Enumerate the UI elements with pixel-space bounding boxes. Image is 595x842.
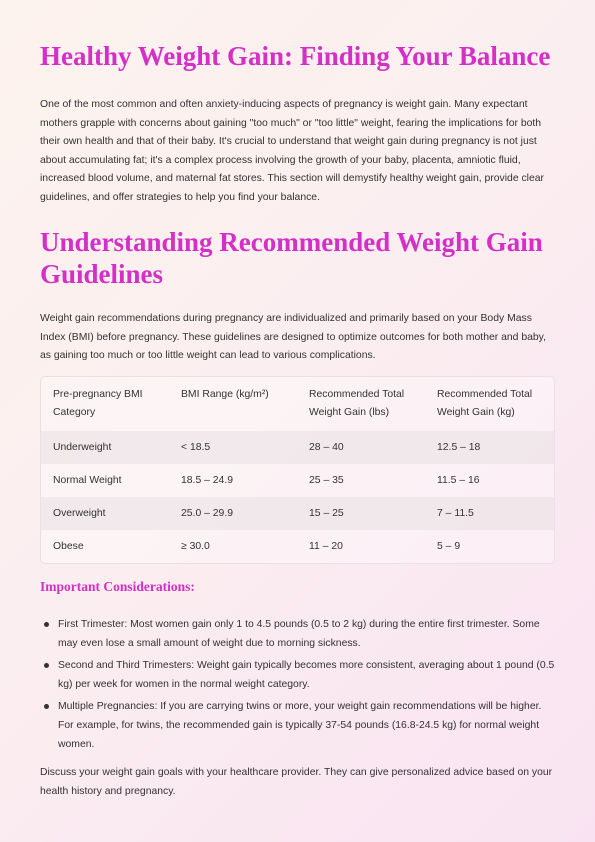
cell-bmi-range: < 18.5 [169, 431, 297, 464]
bullet-icon [44, 663, 49, 668]
cell-gain-lbs: 15 – 25 [297, 497, 425, 530]
section-intro-paragraph: Weight gain recommendations during pregn… [40, 313, 546, 362]
list-item-text: Multiple Pregnancies: If you are carryin… [58, 701, 542, 750]
considerations-list: First Trimester: Most women gain only 1 … [40, 615, 555, 757]
cell-gain-kg: 7 – 11.5 [425, 497, 554, 530]
section-title: Understanding Recommended Weight Gain Gu… [40, 227, 543, 289]
cell-bmi-range: ≥ 30.0 [181, 541, 210, 552]
cell-gain-kg: 12.5 – 18 [425, 431, 554, 464]
table-row: Underweight < 18.5 28 – 40 12.5 – 18 [41, 431, 554, 464]
header-bmi-category: Pre-pregnancy BMI Category [53, 389, 143, 418]
cell-gain-lbs: 11 – 20 [309, 541, 343, 552]
cell-category: Underweight [41, 431, 169, 464]
weight-gain-table: Pre-pregnancy BMI Category BMI Range (kg… [40, 376, 555, 564]
list-item-text: First Trimester: Most women gain only 1 … [58, 619, 540, 649]
list-item: First Trimester: Most women gain only 1 … [40, 615, 555, 653]
closing-paragraph: Discuss your weight gain goals with your… [40, 767, 553, 797]
list-item: Second and Third Trimesters: Weight gain… [40, 656, 555, 694]
header-gain-kg: Recommended Total Weight Gain (kg) [437, 389, 533, 418]
cell-gain-lbs: 25 – 35 [309, 475, 344, 486]
cell-bmi-range: 25.0 – 29.9 [169, 497, 297, 530]
list-item-text: Second and Third Trimesters: Weight gain… [58, 660, 555, 690]
cell-category: Overweight [41, 497, 169, 530]
cell-category: Obese [53, 541, 84, 552]
considerations-heading: Important Considerations: [40, 579, 195, 594]
cell-gain-kg: 11.5 – 16 [437, 475, 480, 486]
cell-gain-lbs: 28 – 40 [297, 431, 425, 464]
table-row: Obese ≥ 30.0 11 – 20 5 – 9 [41, 530, 554, 563]
cell-gain-kg: 5 – 9 [437, 541, 461, 552]
cell-category: Normal Weight [53, 475, 122, 486]
page-title: Healthy Weight Gain: Finding Your Balanc… [40, 41, 551, 71]
bullet-icon [44, 704, 49, 709]
table-header-row: Pre-pregnancy BMI Category BMI Range (kg… [41, 377, 554, 431]
header-bmi-range: BMI Range (kg/m²) [181, 389, 269, 400]
header-gain-lbs: Recommended Total Weight Gain (lbs) [309, 389, 405, 418]
table-row: Normal Weight 18.5 – 24.9 25 – 35 11.5 –… [41, 464, 554, 497]
table-row: Overweight 25.0 – 29.9 15 – 25 7 – 11.5 [41, 497, 554, 530]
list-item: Multiple Pregnancies: If you are carryin… [40, 697, 555, 754]
intro-paragraph: One of the most common and often anxiety… [40, 99, 545, 203]
cell-bmi-range: 18.5 – 24.9 [181, 475, 233, 486]
bullet-icon [44, 622, 49, 627]
